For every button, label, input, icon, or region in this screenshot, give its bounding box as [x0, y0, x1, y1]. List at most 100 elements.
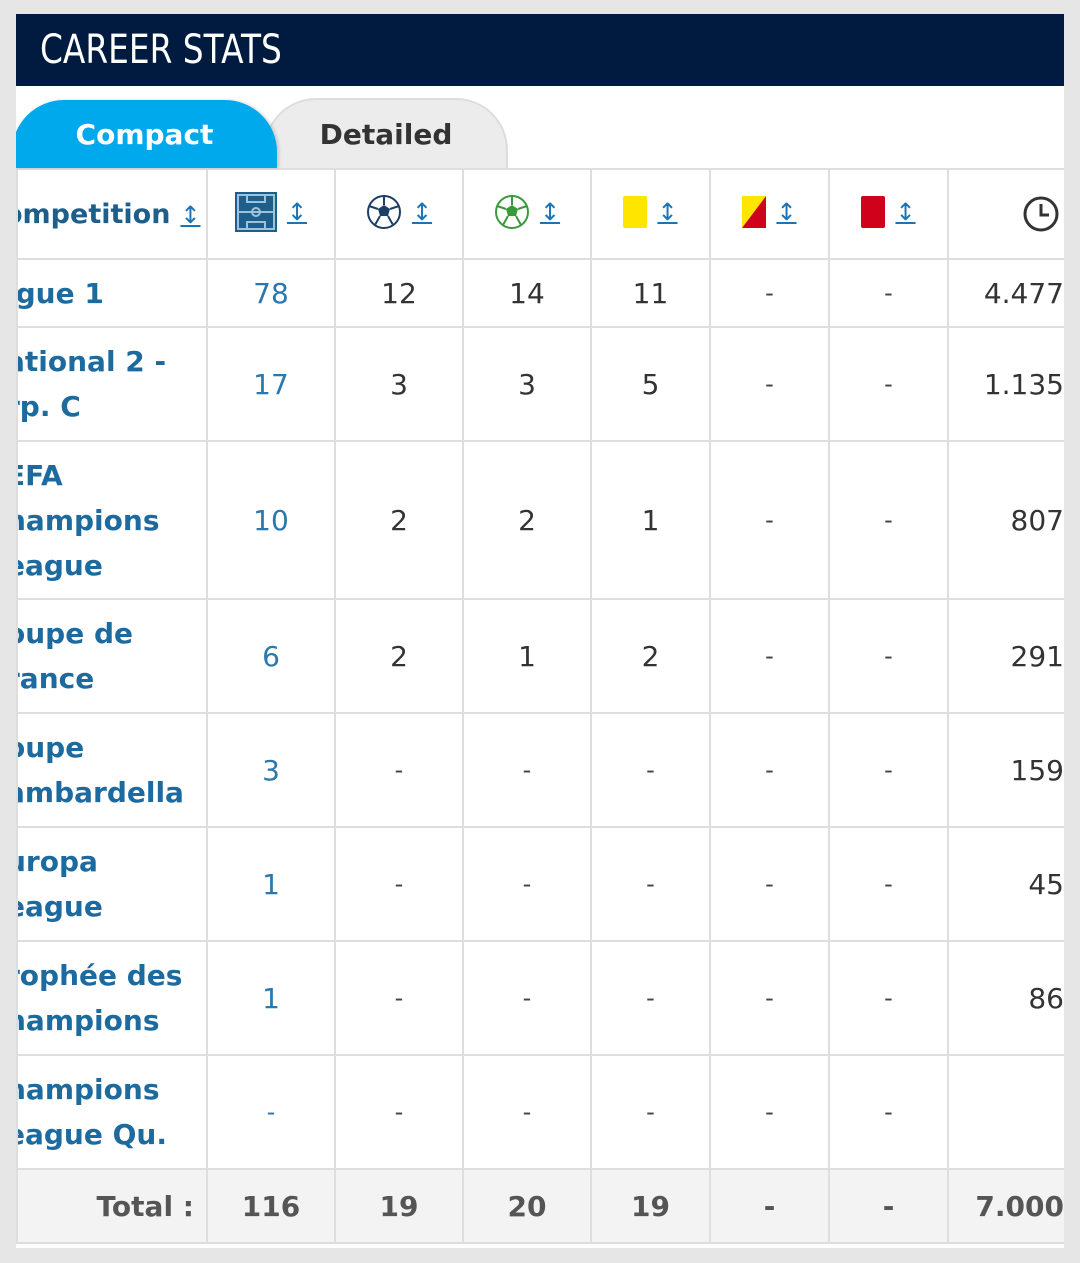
competition-link[interactable]: hampions eague Qu.: [16, 1054, 208, 1170]
competition-name: EFA hampions eague: [17, 458, 160, 582]
competition-name: uropa eague: [19, 845, 103, 923]
cell-minutes: 4.477: [947, 258, 1064, 328]
yellow-card-icon: [623, 196, 648, 228]
cell-yellow-red: -: [709, 940, 830, 1056]
table-row: rophée des hampions 1- - - - -86: [16, 940, 1064, 1056]
cell-minutes: 159: [947, 712, 1064, 828]
cell-red: -: [828, 826, 949, 942]
sort-icon[interactable]: ↕: [286, 198, 308, 226]
cell-minutes: 1.135: [947, 326, 1064, 442]
cell-goals: 3: [334, 326, 464, 442]
competition-name: ational 2 - rp. C: [19, 345, 167, 423]
green-ball-assists-icon: [494, 195, 529, 229]
section-title: CAREER STATS: [40, 27, 282, 73]
competition-name: igue 1: [17, 276, 104, 310]
cell-yellow: -: [590, 1054, 711, 1170]
table-row: oupe de rance6212--291: [16, 598, 1064, 714]
table-header-row: ompetition ↕ ↕: [16, 168, 1064, 260]
cell-yellow: -: [590, 712, 711, 828]
ball-goals-icon: [366, 195, 401, 229]
cell-red: -: [828, 440, 949, 600]
column-header-goals[interactable]: ↕: [334, 168, 464, 260]
cell-apps[interactable]: -: [206, 1054, 336, 1170]
view-tabs: Compact Detailed: [16, 86, 1064, 168]
total-assists: 20: [462, 1168, 592, 1244]
total-row: Total : 116 19 20 19 - - 7.000: [16, 1168, 1064, 1244]
cell-red: -: [828, 940, 949, 1056]
table-row: EFA hampions eague10221--807: [16, 440, 1064, 600]
cell-yellow: 11: [590, 258, 711, 328]
column-header-competition[interactable]: ompetition ↕: [16, 168, 208, 260]
cell-minutes: 45: [947, 826, 1064, 942]
competition-link[interactable]: oupe ambardella: [16, 712, 208, 828]
cell-assists: 1: [462, 598, 592, 714]
competition-link[interactable]: rophée des hampions: [16, 940, 208, 1056]
cell-assists: -: [462, 1054, 592, 1170]
cell-goals: -: [334, 712, 464, 828]
cell-goals: 2: [334, 440, 464, 600]
cell-yellow-red: -: [709, 326, 830, 442]
competition-link[interactable]: ational 2 - rp. C: [16, 326, 208, 442]
cell-assists: 3: [462, 326, 592, 442]
red-card-icon: [861, 196, 886, 228]
yellow-red-card-icon: [742, 196, 767, 228]
competition-link[interactable]: EFA hampions eague: [16, 440, 208, 600]
pitch-appearances-icon: [234, 192, 277, 232]
sort-icon[interactable]: ↕: [657, 198, 678, 226]
sort-icon[interactable]: ↕: [776, 198, 797, 226]
competition-link[interactable]: igue 1: [16, 258, 208, 328]
column-header-red-cards[interactable]: ↕: [828, 168, 949, 260]
total-apps: 116: [206, 1168, 336, 1244]
cell-apps[interactable]: 78: [206, 258, 336, 328]
column-header-yellow-cards[interactable]: ↕: [590, 168, 711, 260]
cell-assists: 14: [462, 258, 592, 328]
competition-name: rophée des hampions: [17, 959, 183, 1037]
cell-minutes: 86: [947, 940, 1064, 1056]
cell-assists: -: [462, 712, 592, 828]
cell-yellow-red: -: [709, 826, 830, 942]
column-header-assists[interactable]: ↕: [462, 168, 592, 260]
competition-link[interactable]: oupe de rance: [16, 598, 208, 714]
tab-detailed[interactable]: Detailed: [264, 98, 508, 168]
column-header-minutes[interactable]: [947, 168, 1064, 260]
cell-apps[interactable]: 6: [206, 598, 336, 714]
total-goals: 19: [334, 1168, 464, 1244]
cell-red: -: [828, 712, 949, 828]
total-yellow-red: -: [709, 1168, 830, 1244]
cell-yellow: 1: [590, 440, 711, 600]
cell-goals: 2: [334, 598, 464, 714]
cell-yellow-red: -: [709, 1054, 830, 1170]
cell-red: -: [828, 258, 949, 328]
cell-minutes: [947, 1054, 1064, 1170]
sort-icon[interactable]: ↕: [539, 198, 561, 226]
column-header-appearances[interactable]: ↕: [206, 168, 336, 260]
total-yellow: 19: [590, 1168, 711, 1244]
cell-yellow: -: [590, 940, 711, 1056]
cell-red: -: [828, 326, 949, 442]
cell-apps[interactable]: 3: [206, 712, 336, 828]
cell-apps[interactable]: 1: [206, 940, 336, 1056]
cell-yellow: -: [590, 826, 711, 942]
column-label-competition: ompetition: [17, 198, 171, 230]
tab-compact[interactable]: Compact: [16, 100, 277, 168]
total-minutes: 7.000: [947, 1168, 1064, 1244]
total-red: -: [828, 1168, 949, 1244]
cell-yellow-red: -: [709, 258, 830, 328]
cell-yellow-red: -: [709, 598, 830, 714]
cell-apps[interactable]: 10: [206, 440, 336, 600]
sort-icon[interactable]: ↕: [411, 198, 433, 226]
cell-apps[interactable]: 1: [206, 826, 336, 942]
competition-name: hampions eague Qu.: [17, 1073, 167, 1151]
career-stats-table: ompetition ↕ ↕: [16, 168, 1064, 1244]
cell-yellow: 5: [590, 326, 711, 442]
sort-icon[interactable]: ↕: [180, 200, 201, 229]
sort-icon[interactable]: ↕: [895, 198, 916, 226]
competition-link[interactable]: uropa eague: [16, 826, 208, 942]
column-header-yellow-red-cards[interactable]: ↕: [709, 168, 830, 260]
cell-goals: -: [334, 826, 464, 942]
competition-name: oupe de rance: [19, 617, 133, 695]
cell-apps[interactable]: 17: [206, 326, 336, 442]
